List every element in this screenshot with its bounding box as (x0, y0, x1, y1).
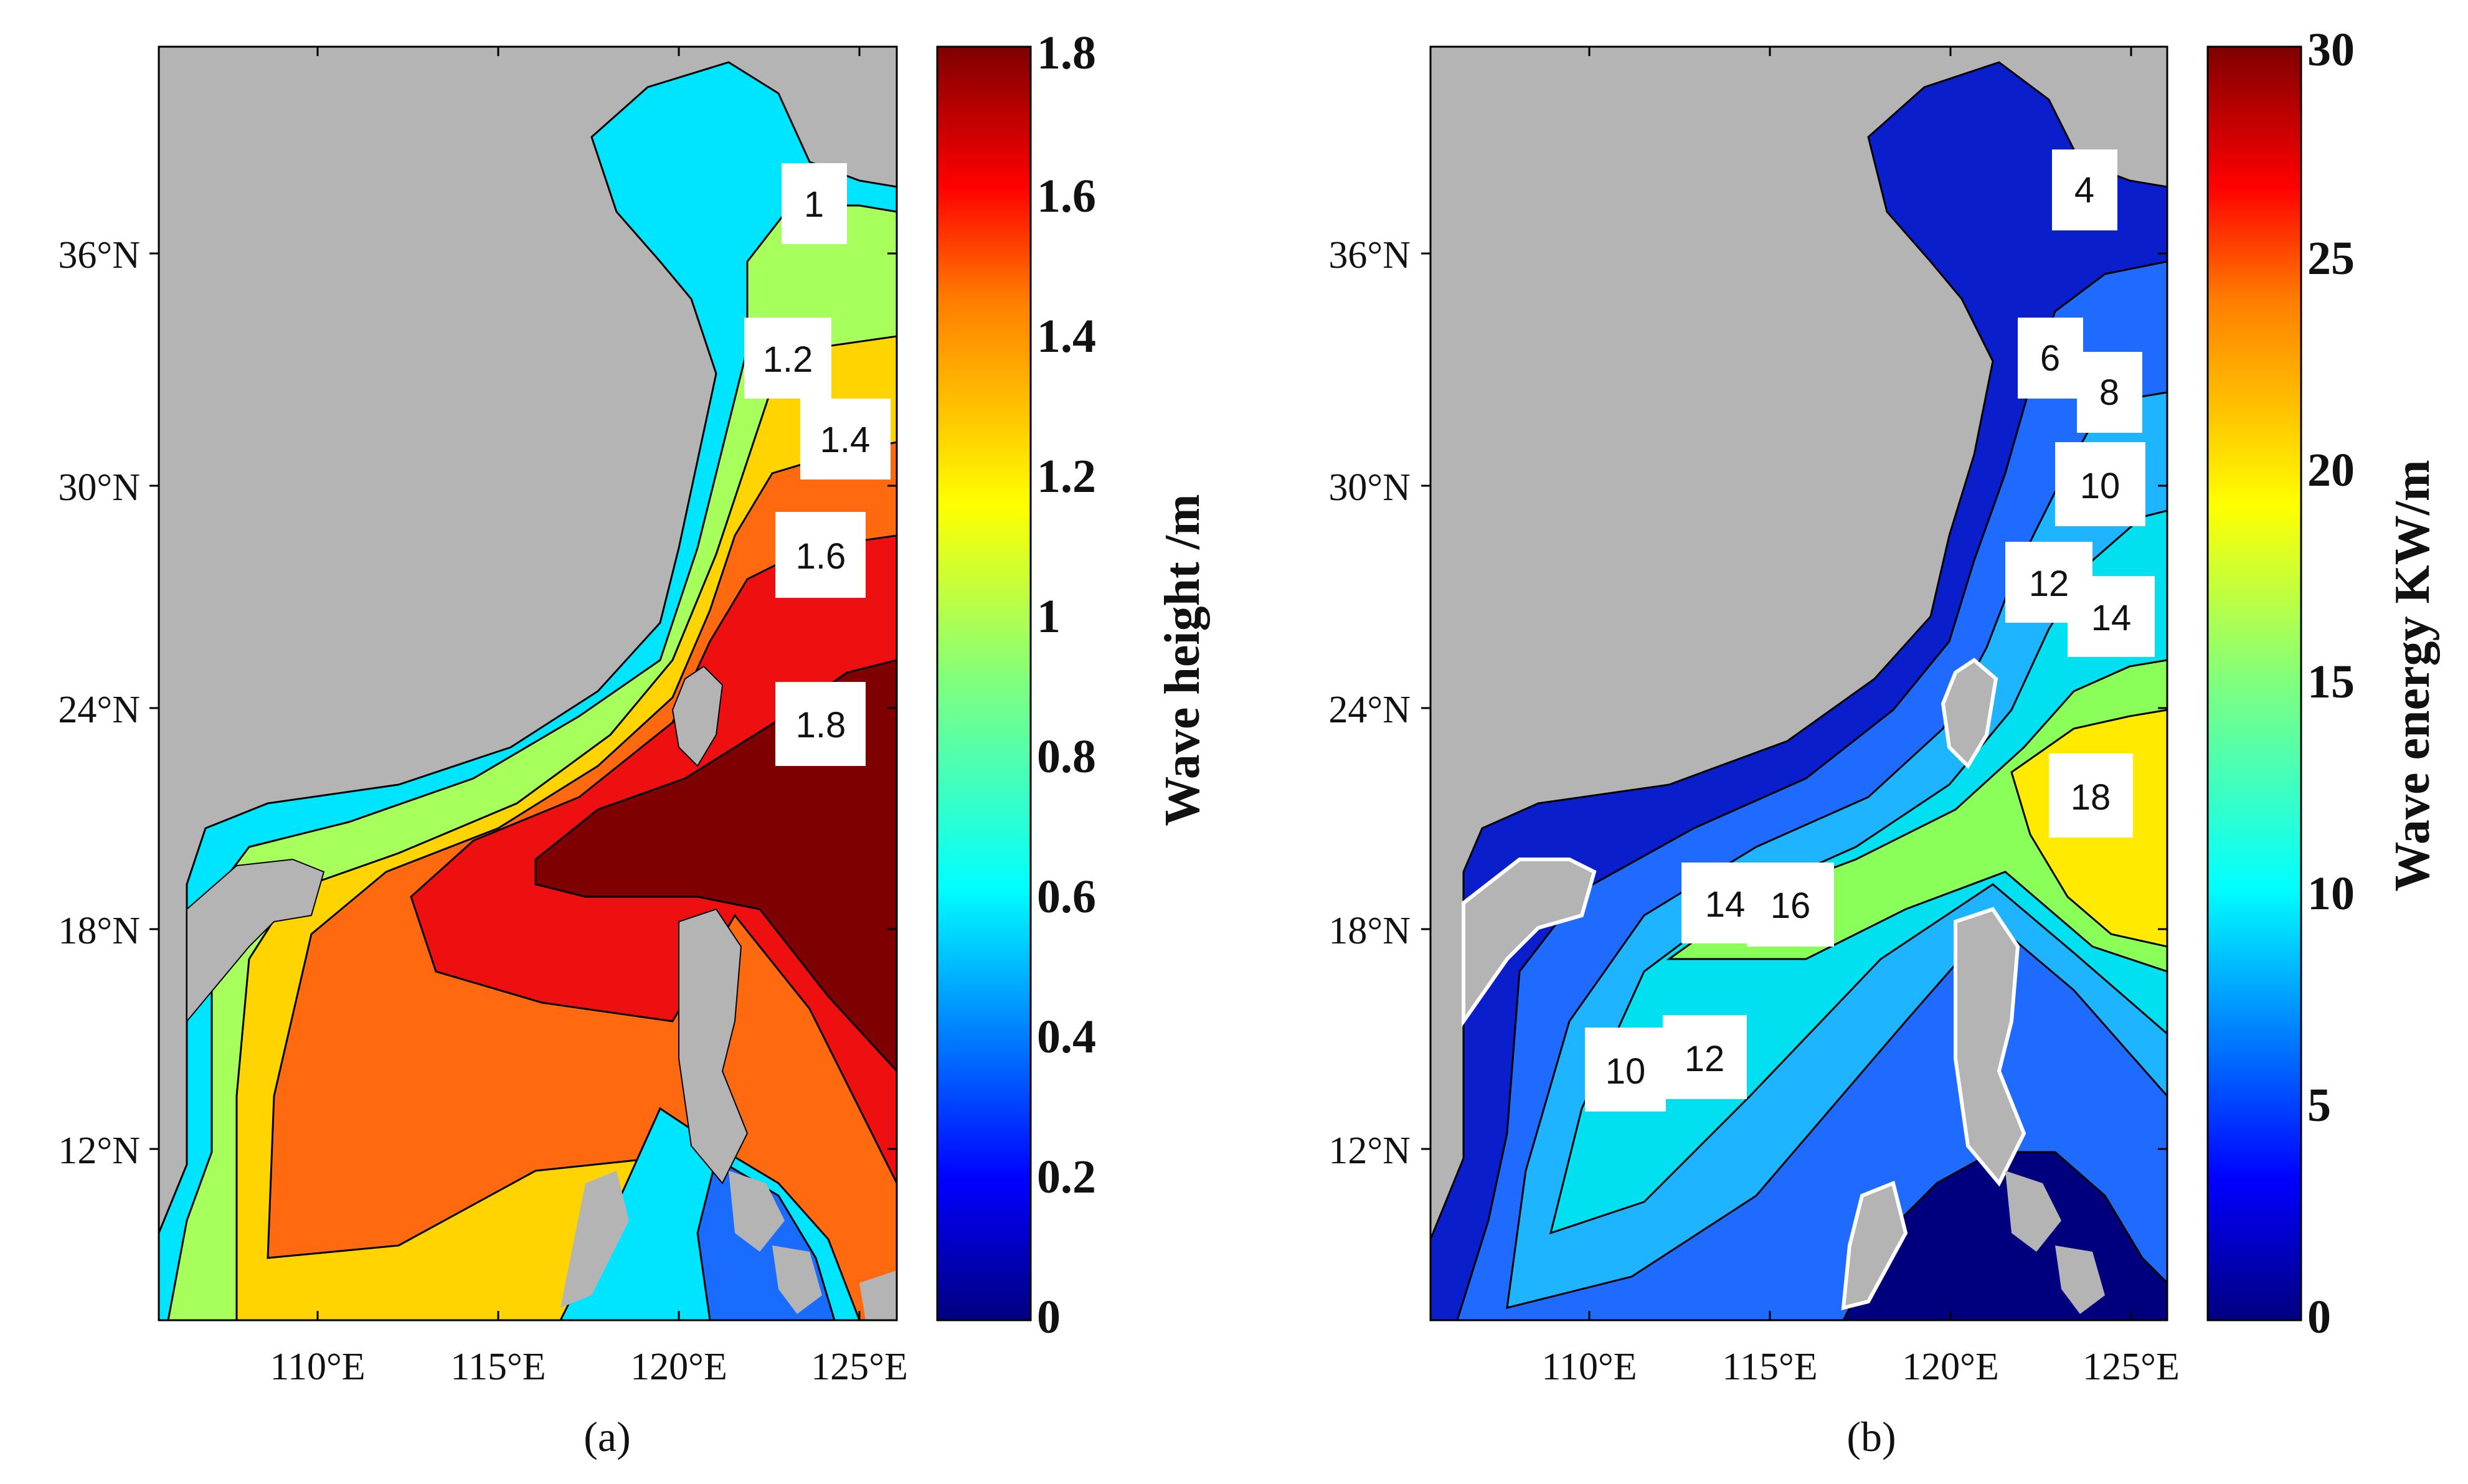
colorbar-tick-label: 25 (2307, 232, 2355, 285)
lon-tick-label: 125°E (811, 1346, 908, 1388)
lat-tick-label: 30°N (58, 466, 140, 509)
colorbar-tick-label: 1.2 (1037, 450, 1096, 503)
svg-text:12: 12 (1685, 1039, 1725, 1079)
contour-label: 6 (2018, 318, 2083, 399)
lat-tick-label: 36°N (1328, 234, 1411, 276)
contour-label: 1.2 (744, 318, 831, 399)
lon-tick-label: 120°E (630, 1346, 727, 1388)
lon-tick-label: 125°E (2083, 1346, 2180, 1388)
colorbar-tick-label: 10 (2307, 867, 2355, 920)
svg-text:8: 8 (2099, 372, 2119, 413)
panel-a-colorbar: 1.8 1.6 1.4 1.2 1 0.8 0.6 0.4 0.2 0 Wave… (936, 27, 1210, 1343)
colorbar-tick-label: 20 (2307, 444, 2355, 496)
svg-text:1.6: 1.6 (796, 536, 846, 577)
lat-tick-label: 36°N (58, 234, 140, 276)
colorbar-gradient (2206, 45, 2302, 1321)
panel-b-lon-ticks: 110°E 115°E 120°E 125°E (1541, 47, 2180, 1388)
svg-text:4: 4 (2074, 170, 2094, 210)
colorbar-tick-label: 1 (1037, 590, 1061, 643)
svg-text:14: 14 (1705, 884, 1746, 925)
colorbar-tick-label: 0 (1037, 1291, 1061, 1343)
colorbar-tick-label: 0.4 (1037, 1011, 1096, 1063)
lon-tick-label: 110°E (270, 1346, 365, 1388)
colorbar-ticks: 1.8 1.6 1.4 1.2 1 0.8 0.6 0.4 0.2 0 (1037, 27, 1096, 1343)
svg-text:14: 14 (2091, 598, 2132, 638)
panel-caption: (a) (584, 1413, 630, 1460)
lon-tick-label: 120°E (1902, 1346, 1999, 1388)
colorbar-tick-label: 0 (2307, 1291, 2331, 1343)
contour-label: 1 (782, 163, 847, 244)
colorbar-tick-label: 15 (2307, 656, 2355, 708)
panel-a-frame (158, 45, 898, 1321)
colorbar-tick-label: 0.6 (1037, 871, 1096, 923)
contour-label: 10 (2055, 442, 2145, 526)
contour-label: 1.6 (775, 512, 866, 598)
lon-tick-label: 115°E (1722, 1346, 1817, 1388)
colorbar-tick-label: 1.6 (1037, 170, 1096, 222)
lat-tick-label: 18°N (58, 910, 140, 952)
svg-text:16: 16 (1771, 886, 1811, 926)
svg-text:1.4: 1.4 (820, 420, 871, 460)
svg-text:1.2: 1.2 (763, 339, 813, 380)
contour-label: 4 (2052, 149, 2117, 230)
lon-tick-label: 110°E (1541, 1346, 1637, 1388)
contour-label: 12 (1663, 1015, 1747, 1099)
colorbar-tick-label: 30 (2307, 24, 2355, 76)
lat-tick-label: 30°N (1328, 466, 1411, 509)
contour-label: 1.8 (775, 682, 866, 766)
svg-text:12: 12 (2029, 564, 2069, 604)
svg-text:6: 6 (2040, 338, 2060, 379)
panel-a-contour-labels: 1 1.2 1.4 1.6 1.8 (744, 163, 891, 766)
colorbar-tick-label: 1.4 (1037, 310, 1096, 362)
lat-tick-label: 24°N (58, 689, 140, 731)
contour-label: 14 (2068, 576, 2155, 657)
panel-b-colorbar: 30 25 20 15 10 5 0 Wave energy KW/m (2206, 24, 2440, 1343)
colorbar-tick-label: 0.2 (1037, 1151, 1096, 1203)
panel-b-frame (1429, 45, 2168, 1321)
lat-tick-label: 24°N (1328, 689, 1411, 731)
svg-text:1: 1 (804, 184, 824, 225)
contour-label: 1.4 (800, 399, 891, 480)
colorbar-tick-label: 0.8 (1037, 730, 1096, 783)
panel-b-map (1429, 45, 2168, 1321)
colorbar-label: Wave height /m (1155, 494, 1210, 826)
svg-text:10: 10 (1605, 1051, 1646, 1092)
svg-text:1.8: 1.8 (796, 705, 846, 745)
panel-caption: (b) (1846, 1413, 1896, 1460)
colorbar-gradient (936, 45, 1032, 1321)
panel-a-lon-ticks: 110°E 115°E 120°E 125°E (270, 47, 908, 1388)
colorbar-label: Wave energy KW/m (2385, 460, 2440, 891)
svg-text:10: 10 (2080, 466, 2120, 506)
lat-tick-label: 12°N (58, 1130, 140, 1172)
colorbar-tick-label: 5 (2307, 1079, 2331, 1132)
panel-a-lat-ticks: 36°N 30°N 24°N 18°N 12°N (58, 234, 897, 1172)
contour-label: 18 (2049, 754, 2133, 838)
lat-tick-label: 12°N (1328, 1130, 1411, 1172)
contour-label: 10 (1585, 1028, 1666, 1112)
panel-b-lat-ticks: 36°N 30°N 24°N 18°N 12°N (1328, 234, 2167, 1172)
colorbar-ticks: 30 25 20 15 10 5 0 (2307, 24, 2355, 1343)
svg-text:18: 18 (2071, 777, 2111, 818)
lon-tick-label: 115°E (450, 1346, 546, 1388)
contour-label: 8 (2077, 352, 2142, 433)
lat-tick-label: 18°N (1328, 910, 1411, 952)
panel-b-contour-labels: 4 6 8 10 12 14 18 14 (1585, 149, 2155, 1112)
colorbar-tick-label: 1.8 (1037, 27, 1096, 79)
contour-label: 16 (1747, 863, 1834, 947)
